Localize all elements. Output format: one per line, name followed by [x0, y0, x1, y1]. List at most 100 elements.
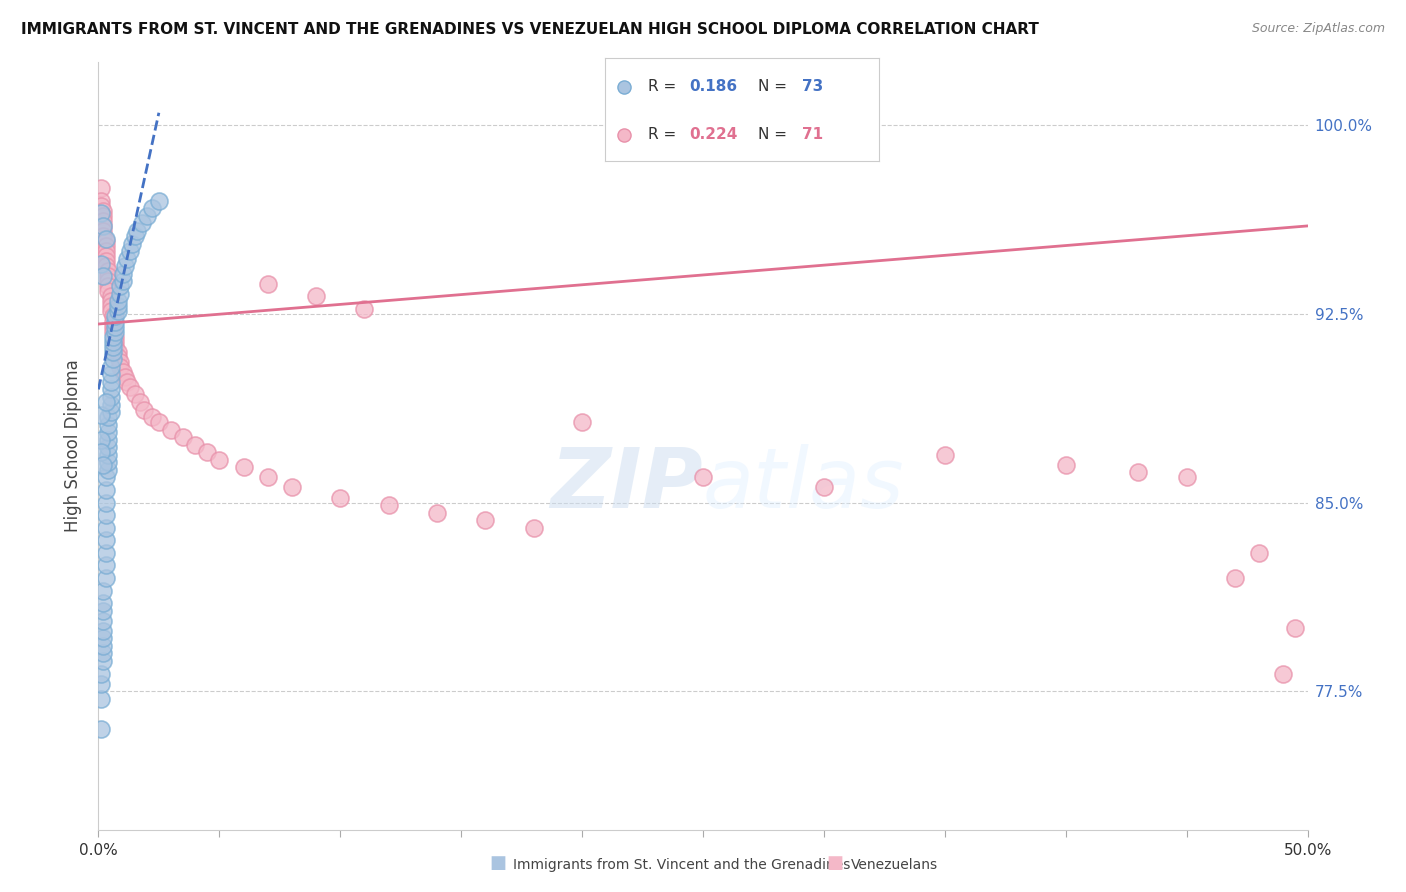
Point: [111, 274, 134, 288]
Point: [1128, 466, 1150, 480]
Point: [91, 214, 114, 228]
Text: IMMIGRANTS FROM ST. VINCENT AND THE GRENADINES VS VENEZUELAN HIGH SCHOOL DIPLOMA: IMMIGRANTS FROM ST. VINCENT AND THE GREN…: [21, 22, 1039, 37]
Point: [104, 314, 127, 328]
Point: [101, 352, 124, 367]
Text: Venezuelans: Venezuelans: [851, 858, 938, 872]
Point: [97, 264, 120, 278]
Point: [97, 285, 120, 299]
Point: [100, 289, 122, 303]
Point: [118, 380, 141, 394]
Point: [305, 289, 328, 303]
Point: [94, 244, 117, 258]
Point: [104, 325, 127, 339]
Text: 73: 73: [801, 79, 824, 95]
Point: [353, 301, 375, 316]
Point: [100, 375, 122, 389]
Point: [1272, 666, 1295, 681]
Point: [91, 596, 114, 610]
Text: N =: N =: [758, 79, 792, 95]
Point: [90, 206, 112, 220]
Point: [111, 267, 134, 281]
Point: [100, 300, 122, 314]
Point: [91, 219, 114, 233]
Point: [94, 234, 117, 248]
Text: 0.186: 0.186: [689, 79, 738, 95]
Point: [101, 344, 124, 359]
Point: [100, 368, 122, 382]
Point: [148, 194, 170, 208]
Point: [91, 219, 114, 233]
Point: [100, 383, 122, 397]
Point: [107, 300, 129, 314]
Point: [208, 453, 231, 467]
Point: [100, 397, 122, 411]
Point: [101, 319, 124, 334]
Point: [90, 676, 112, 690]
Point: [571, 415, 593, 429]
Point: [184, 438, 207, 452]
Point: [134, 402, 156, 417]
Point: [117, 252, 139, 266]
Point: [91, 269, 114, 284]
Point: [101, 334, 124, 349]
Y-axis label: High School Diploma: High School Diploma: [65, 359, 83, 533]
Point: [1249, 546, 1271, 560]
Point: [281, 481, 304, 495]
Point: [131, 216, 153, 230]
Point: [91, 639, 114, 653]
Text: N =: N =: [758, 128, 792, 143]
Point: [97, 433, 120, 447]
Point: [97, 410, 120, 425]
Point: [91, 229, 114, 244]
Text: R =: R =: [648, 79, 682, 95]
Point: [124, 229, 146, 244]
Point: [90, 194, 112, 208]
Point: [107, 294, 129, 309]
Point: [94, 470, 117, 484]
Text: Source: ZipAtlas.com: Source: ZipAtlas.com: [1251, 22, 1385, 36]
Point: [104, 334, 127, 349]
Point: [97, 448, 120, 462]
Point: [97, 463, 120, 477]
Point: [523, 521, 546, 535]
Point: [813, 481, 835, 495]
Point: [94, 571, 117, 585]
Point: [94, 231, 117, 245]
Point: [232, 460, 254, 475]
Point: [692, 470, 714, 484]
Point: [118, 244, 141, 258]
Point: [195, 445, 218, 459]
Point: [90, 257, 112, 271]
Point: [91, 224, 114, 238]
Point: [90, 445, 112, 459]
Point: [94, 521, 117, 535]
Point: [474, 513, 496, 527]
Point: [90, 199, 112, 213]
Point: [91, 458, 114, 472]
Point: [100, 294, 122, 309]
Point: [1223, 571, 1246, 585]
Text: atlas: atlas: [703, 444, 904, 524]
Point: [94, 495, 117, 509]
Point: [107, 344, 129, 359]
Point: [104, 310, 127, 324]
Point: [377, 498, 399, 512]
Point: [91, 583, 114, 598]
Text: Immigrants from St. Vincent and the Grenadines: Immigrants from St. Vincent and the Gren…: [513, 858, 851, 872]
Point: [94, 558, 117, 573]
Point: [91, 632, 114, 646]
Point: [104, 340, 127, 354]
Point: [91, 203, 114, 218]
Point: [104, 319, 127, 334]
Point: [94, 249, 117, 263]
Point: [107, 350, 129, 364]
Point: [101, 314, 124, 328]
Point: [94, 239, 117, 253]
Point: [97, 274, 120, 288]
Point: [94, 508, 117, 523]
Point: [108, 279, 131, 293]
Point: [101, 329, 124, 343]
Point: [97, 269, 120, 284]
Point: [101, 310, 124, 324]
Point: [135, 209, 157, 223]
